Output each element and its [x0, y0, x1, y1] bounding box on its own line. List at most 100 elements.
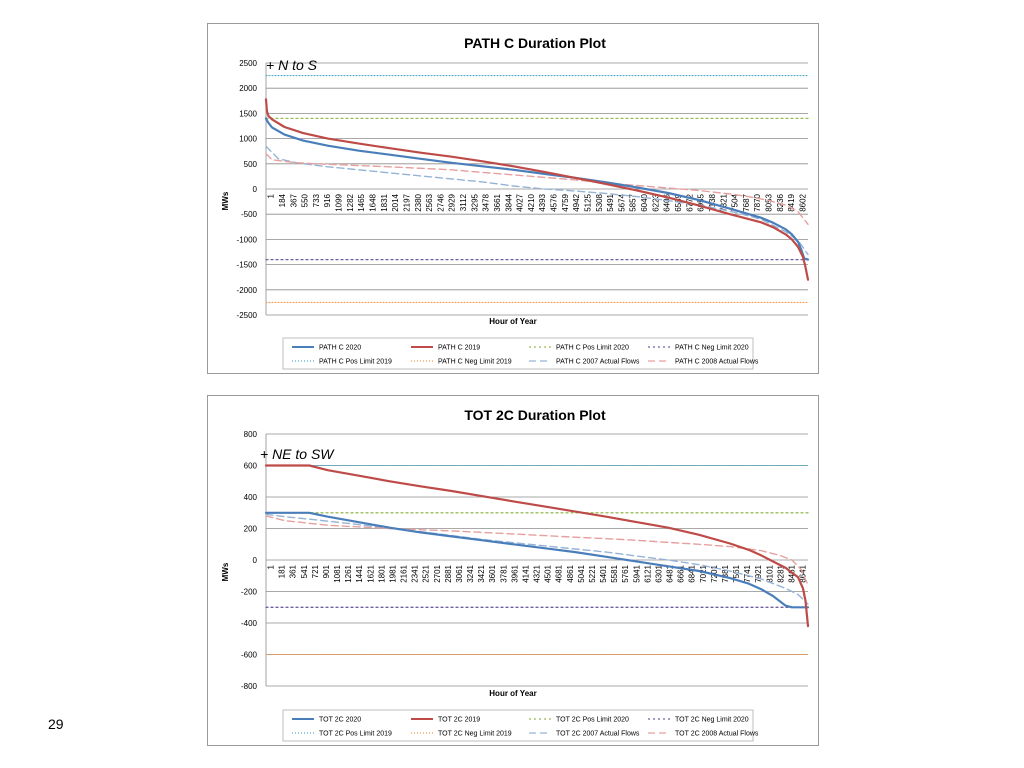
path-c-x-tick-label: 3295	[470, 193, 479, 211]
tot-2c-y-tick-label: -600	[241, 651, 258, 660]
path-c-title: PATH C Duration Plot	[464, 35, 606, 51]
path-c-x-tick-label: 7504	[731, 193, 740, 211]
tot-2c-x-tick-label: 4501	[544, 564, 553, 582]
path-c-direction-annotation: + N to S	[266, 57, 318, 73]
tot-2c-x-tick-label: 3421	[477, 564, 486, 582]
path-c-x-tick-label: 550	[301, 193, 310, 207]
tot-2c-x-tick-label: 3061	[455, 564, 464, 582]
tot-2c-x-tick-label: 1621	[366, 564, 375, 582]
tot-2c-legend-label: TOT 2C 2019	[438, 717, 480, 724]
path-c-x-tick-label: 733	[312, 193, 321, 207]
path-c-x-tick-label: 916	[323, 193, 332, 207]
path-c-x-tick-label: 6955	[697, 193, 706, 211]
path-c-x-tick-label: 184	[278, 193, 287, 207]
tot-2c-x-tick-label: 3241	[466, 564, 475, 582]
tot-2c-x-tick-label: 6121	[643, 564, 652, 582]
path-c-x-tick-label: 7321	[719, 193, 728, 211]
path-c-x-tick-label: 1648	[368, 193, 377, 211]
path-c-x-tick-label: 5125	[583, 193, 592, 211]
path-c-y-tick-label: 2000	[239, 84, 257, 93]
tot-2c-x-tick-label: 1	[267, 564, 276, 569]
tot-2c-x-tick-label: 6841	[688, 564, 697, 582]
path-c-x-tick-label: 5674	[617, 193, 626, 211]
tot-2c-x-tick-label: 7021	[699, 564, 708, 582]
tot-2c-x-tick-label: 3781	[499, 564, 508, 582]
path-c-x-tick-label: 1465	[357, 193, 366, 211]
path-c-x-tick-label: 2197	[402, 193, 411, 211]
tot-2c-x-tick-label: 1801	[377, 564, 386, 582]
tot-2c-x-tick-label: 181	[278, 564, 287, 578]
path-c-x-tick-label: 2929	[448, 193, 457, 211]
tot-2c-x-tick-label: 5041	[577, 564, 586, 582]
path-c-legend-label: PATH C 2019	[438, 345, 480, 352]
tot-2c-x-tick-label: 1981	[388, 564, 397, 582]
path-c-x-tick-label: 4027	[516, 193, 525, 211]
tot-2c-legend-label: TOT 2C 2007 Actual Flows	[556, 731, 640, 738]
path-c-x-axis-label: Hour of Year	[489, 317, 536, 326]
tot-2c-x-tick-label: 1261	[344, 564, 353, 582]
path-c-x-tick-label: 3661	[493, 193, 502, 211]
path-c-y-tick-label: 2500	[239, 59, 257, 68]
tot-2c-chart: TOT 2C Duration Plot 800 600 400 200 0 -200 -40…	[207, 395, 819, 746]
tot-2c-x-tick-label: 361	[289, 564, 298, 578]
path-c-series-line-8	[265, 152, 809, 226]
path-c-x-tick-label: 8236	[776, 193, 785, 211]
tot-2c-x-tick-label: 6661	[677, 564, 686, 582]
path-c-x-tick-label: 7687	[742, 193, 751, 211]
path-c-y-tick-label: -2500	[237, 311, 258, 320]
tot-2c-y-tick-label: 200	[244, 525, 258, 534]
path-c-chart-svg: PATH C Duration Plot 2500 2000 1500 1000 500 0…	[221, 35, 810, 370]
tot-2c-x-tick-label: 2341	[411, 564, 420, 582]
tot-2c-x-tick-label: 4681	[555, 564, 564, 582]
tot-2c-x-tick-label: 4321	[533, 564, 542, 582]
tot-2c-x-tick-label: 7741	[743, 564, 752, 582]
path-c-x-tick-label: 4942	[572, 193, 581, 211]
tot-2c-x-tick-label: 5941	[632, 564, 641, 582]
slide-number: 29	[48, 716, 64, 732]
path-c-y-tick-label: -500	[241, 210, 258, 219]
tot-2c-series-line-2	[264, 464, 810, 628]
tot-2c-x-tick-label: 2161	[400, 564, 409, 582]
tot-2c-x-axis-label: Hour of Year	[489, 689, 536, 698]
path-c-x-tick-label: 4393	[538, 193, 547, 211]
path-c-y-tick-label: -1500	[237, 261, 258, 270]
path-c-x-tick-label: 4576	[550, 193, 559, 211]
tot-2c-legend-label: TOT 2C 2020	[319, 717, 361, 724]
tot-2c-x-tick-label: 901	[322, 564, 331, 578]
tot-2c-legend-label: TOT 2C Neg Limit 2019	[438, 731, 512, 738]
path-c-chart: PATH C Duration Plot 2500 2000 1500 1000 500 0…	[207, 23, 819, 374]
tot-2c-y-tick-label: 400	[244, 493, 258, 502]
path-c-x-tick-label: 2746	[436, 193, 445, 211]
tot-2c-x-tick-label: 1081	[333, 564, 342, 582]
tot-2c-y-tick-label: -800	[241, 682, 258, 691]
tot-2c-x-tick-label: 7381	[721, 564, 730, 582]
path-c-x-tick-label: 3112	[459, 193, 468, 211]
path-c-x-tick-label: 2380	[414, 193, 423, 211]
tot-2c-x-tick-label: 5221	[588, 564, 597, 582]
path-c-y-tick-label: 1000	[239, 135, 257, 144]
path-c-y-tick-label: 500	[244, 160, 258, 169]
path-c-x-tick-label: 5491	[606, 193, 615, 211]
path-c-x-tick-label: 5857	[629, 193, 638, 211]
tot-2c-x-tick-label: 3961	[510, 564, 519, 582]
path-c-x-tick-label: 7138	[708, 193, 717, 211]
path-c-x-tick-label: 1831	[380, 193, 389, 211]
path-c-x-tick-label: 4210	[527, 193, 536, 211]
tot-2c-x-tick-label: 6301	[654, 564, 663, 582]
path-c-x-tick-label: 2563	[425, 193, 434, 211]
path-c-x-tick-label: 3844	[504, 193, 513, 211]
path-c-x-tick-label: 6040	[640, 193, 649, 211]
path-c-y-tick-label: 0	[253, 185, 258, 194]
tot-2c-x-tick-label: 4141	[521, 564, 530, 582]
path-c-y-tick-label: -1000	[237, 235, 258, 244]
tot-2c-y-axis-label: MWs	[221, 562, 230, 581]
path-c-y-tick-label: 1500	[239, 109, 257, 118]
tot-2c-x-tick-label: 7921	[754, 564, 763, 582]
tot-2c-x-tick-label: 2701	[433, 564, 442, 582]
tot-2c-x-tick-label: 721	[311, 564, 320, 578]
path-c-x-tick-label: 8602	[798, 193, 807, 211]
tot-2c-x-tick-label: 2521	[422, 564, 431, 582]
path-c-x-tick-label: 1099	[335, 193, 344, 211]
path-c-legend	[282, 337, 754, 370]
tot-2c-series-line-1	[264, 511, 810, 609]
